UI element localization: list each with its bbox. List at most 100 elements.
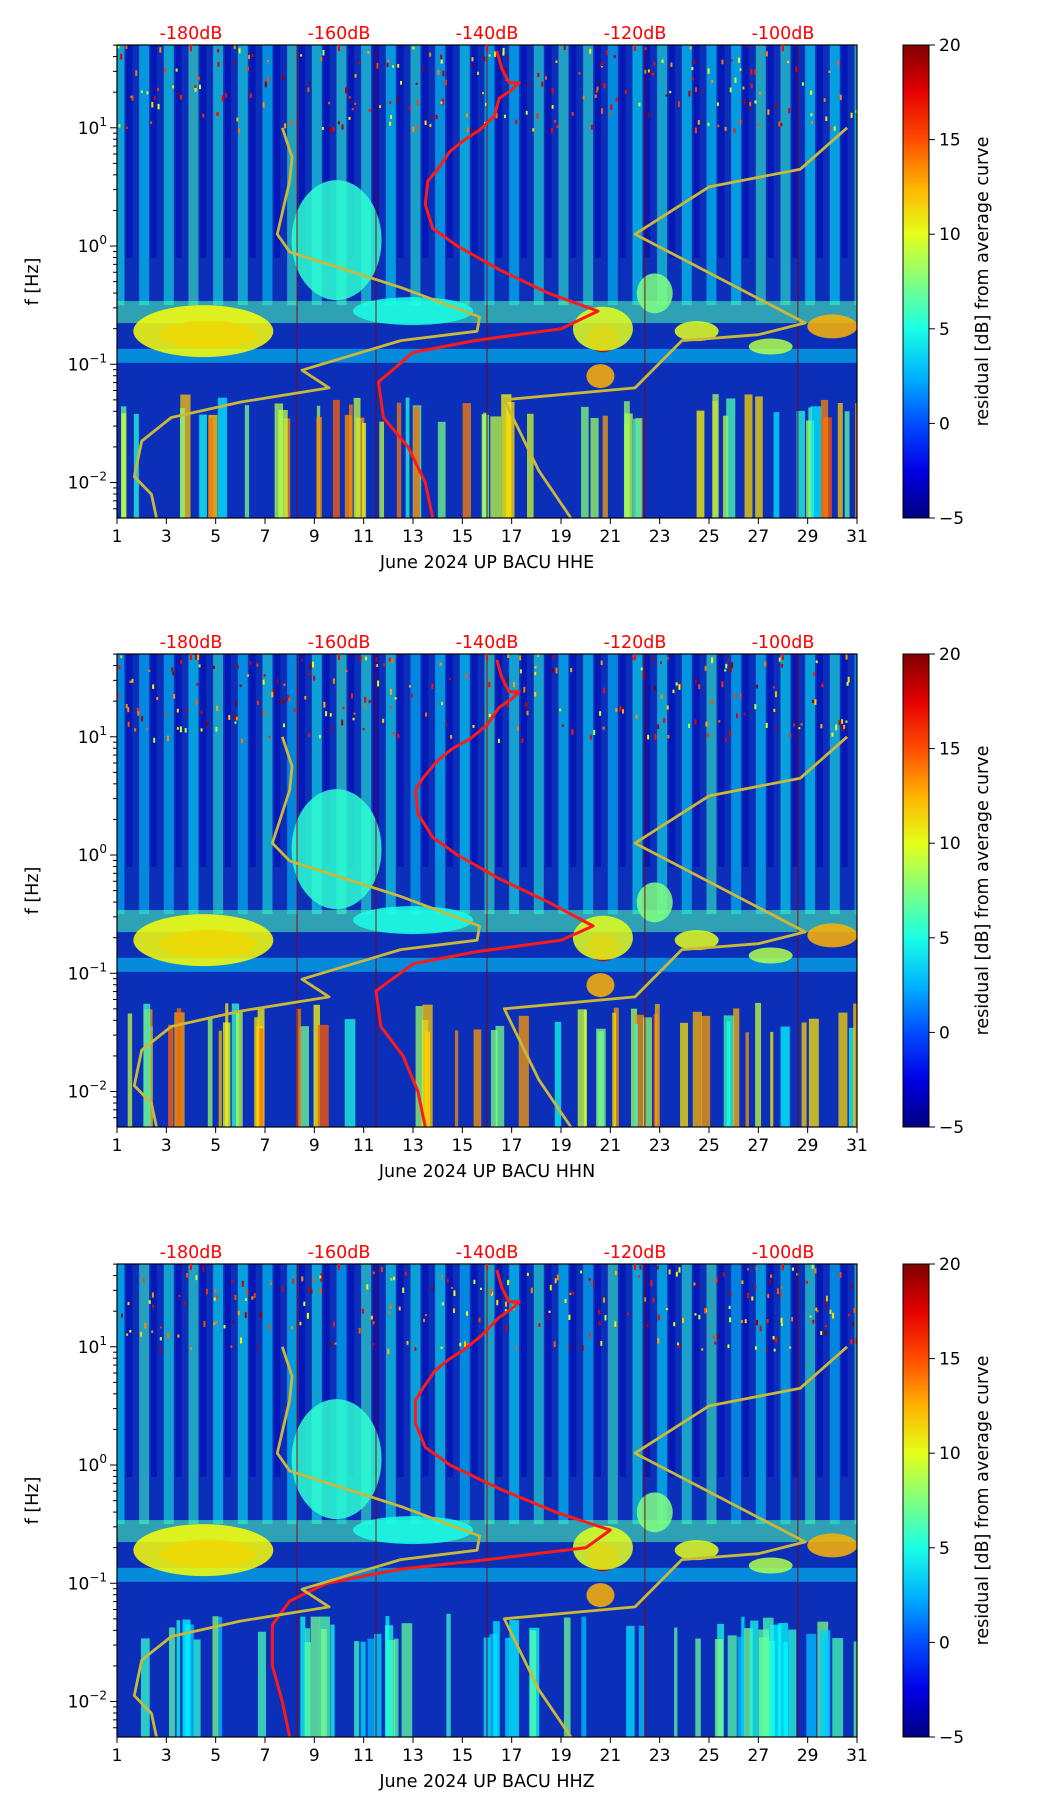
heatmap-speckle xyxy=(537,654,540,658)
heatmap-streak xyxy=(471,45,478,258)
heatmap-streak xyxy=(361,654,372,915)
heatmap-speckle xyxy=(769,1279,772,1284)
heatmap-speckle xyxy=(551,668,554,673)
x-tick-label: 7 xyxy=(260,1136,271,1156)
heatmap-speckle xyxy=(354,74,357,78)
heatmap-streak xyxy=(780,45,791,306)
heatmap-speckle xyxy=(376,62,379,69)
heatmap-streak xyxy=(287,1264,298,1525)
x-tick-label: 1 xyxy=(112,1136,123,1156)
heatmap-streak xyxy=(311,654,322,915)
heatmap-speckle xyxy=(657,1314,660,1321)
heatmap-speckle xyxy=(724,669,727,672)
heatmap-speckle xyxy=(235,700,238,706)
y-tick-label: 101 xyxy=(78,115,107,139)
heatmap-speckle xyxy=(126,1333,129,1336)
heatmap-speckle xyxy=(129,1329,132,1333)
heatmap-lowfreq-streak xyxy=(695,1638,701,1737)
heatmap-speckle xyxy=(435,114,438,120)
heatmap-lowfreq-streak xyxy=(509,1620,520,1737)
heatmap-lowfreq-streak xyxy=(853,1641,857,1737)
heatmap-lowfreq-streak xyxy=(563,1617,571,1737)
heatmap-speckle xyxy=(129,680,132,684)
heatmap-speckle xyxy=(650,1280,653,1287)
heatmap-speckle xyxy=(362,727,365,731)
heatmap-blob xyxy=(636,1492,673,1533)
heatmap-speckle xyxy=(581,1345,584,1351)
heatmap-streak xyxy=(545,45,552,258)
heatmap-lowfreq-streak xyxy=(313,1004,320,1127)
heatmap-speckle xyxy=(440,54,443,59)
heatmap-speckle xyxy=(553,1341,556,1347)
heatmap-lowfreq-streak xyxy=(623,401,630,518)
heatmap-speckle xyxy=(556,1274,559,1281)
heatmap-streak xyxy=(731,1264,742,1525)
heatmap-lowfreq-streak xyxy=(505,1637,511,1737)
heatmap-speckle xyxy=(319,1287,322,1294)
heatmap-speckle xyxy=(525,702,528,708)
heatmap-lowfreq-streak xyxy=(218,1616,223,1737)
heatmap-speckle xyxy=(279,700,282,703)
heatmap-speckle xyxy=(780,1293,783,1298)
heatmap-speckle xyxy=(721,59,724,65)
colorbar-label: residual [dB] from average curve xyxy=(973,1356,993,1646)
heatmap-streak xyxy=(262,1264,273,1525)
heatmap-lowfreq-streak xyxy=(755,396,763,518)
heatmap-lowfreq-streak xyxy=(853,1003,857,1127)
heatmap-streak xyxy=(619,45,626,258)
heatmap-streak xyxy=(422,1264,429,1477)
heatmap-blob xyxy=(807,1533,857,1558)
heatmap-speckle xyxy=(477,71,480,75)
heatmap-speckle xyxy=(307,1287,310,1292)
heatmap-speckle xyxy=(200,710,203,715)
heatmap-speckle xyxy=(825,1302,828,1307)
heatmap-streak xyxy=(385,654,396,915)
heatmap-speckle xyxy=(825,116,828,122)
heatmap-speckle xyxy=(556,125,559,129)
heatmap-lowfreq-streak xyxy=(806,420,814,518)
db-label: -180dB xyxy=(160,633,223,653)
y-tick-label: 100 xyxy=(78,842,107,866)
heatmap-speckle xyxy=(466,1311,469,1316)
heatmap-speckle xyxy=(186,708,189,713)
heatmap-speckle xyxy=(705,1308,708,1313)
heatmap-speckle xyxy=(215,727,218,732)
heatmap-streak xyxy=(619,1264,626,1477)
heatmap-speckle xyxy=(309,664,312,670)
heatmap-lowfreq-streak xyxy=(750,1620,759,1737)
heatmap-speckle xyxy=(563,45,566,50)
heatmap-streak xyxy=(558,654,569,915)
heatmap-speckle xyxy=(502,47,505,54)
heatmap-speckle xyxy=(263,674,266,677)
heatmap-speckle xyxy=(490,1289,493,1295)
heatmap-streak xyxy=(841,45,848,258)
heatmap-speckle xyxy=(194,86,197,92)
heatmap-speckle xyxy=(780,1317,783,1323)
heatmap-speckle xyxy=(390,1278,393,1281)
heatmap-speckle xyxy=(600,108,603,114)
heatmap-speckle xyxy=(512,681,515,688)
heatmap-speckle xyxy=(778,121,781,127)
heatmap-speckle xyxy=(450,734,453,739)
heatmap-speckle xyxy=(402,1287,405,1293)
heatmap-streak xyxy=(595,1264,601,1477)
heatmap-speckle xyxy=(711,79,714,83)
heatmap-speckle xyxy=(337,121,340,125)
heatmap-lowfreq-streak xyxy=(257,1631,266,1737)
heatmap-lowfreq-streak xyxy=(810,406,822,518)
heatmap-lowfreq-streak xyxy=(446,1613,451,1737)
heatmap-speckle xyxy=(351,107,354,111)
heatmap-blob xyxy=(674,321,719,342)
heatmap-speckle xyxy=(721,681,724,688)
db-label: -120dB xyxy=(604,1243,667,1263)
plot-area xyxy=(117,45,857,518)
heatmap-speckle xyxy=(622,709,625,714)
heatmap-streak xyxy=(743,45,749,258)
heatmap-speckle xyxy=(215,112,218,116)
heatmap-speckle xyxy=(354,102,357,105)
heatmap-streak xyxy=(805,654,816,915)
heatmap-speckle xyxy=(600,61,603,67)
heatmap-lowfreq-streak xyxy=(855,403,857,518)
heatmap-speckle xyxy=(815,1307,818,1311)
heatmap-streak xyxy=(706,45,717,306)
